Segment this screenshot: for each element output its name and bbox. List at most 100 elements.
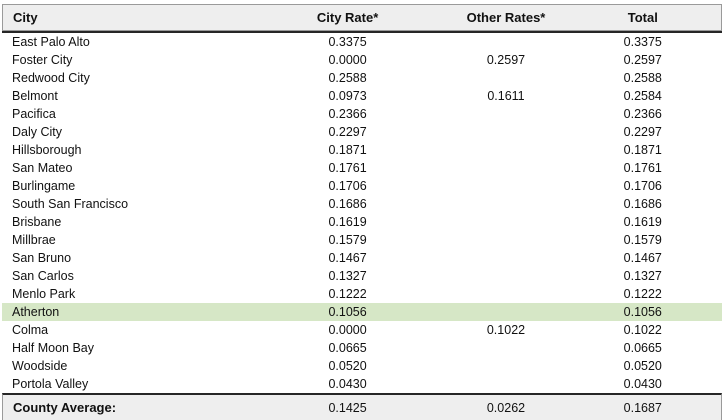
column-header-total: Total <box>595 4 690 31</box>
total-cell: 0.1706 <box>623 179 662 193</box>
total-cell: 0.1467 <box>623 251 662 265</box>
spacer-cell <box>690 177 722 195</box>
table-row: San Bruno 0.1467 0.1467 <box>2 249 722 267</box>
total-cell: 0.1327 <box>623 269 662 283</box>
county-average-other-rates: 0.0262 <box>415 393 596 420</box>
column-header-city: City <box>2 4 280 31</box>
total-cell: 0.1579 <box>623 233 662 247</box>
other-rates-cell <box>416 231 596 249</box>
other-rates-cell <box>416 375 596 393</box>
total-cell: 0.2366 <box>623 107 662 121</box>
city-cell: Portola Valley <box>12 377 89 391</box>
total-cell: 0.1022 <box>623 323 662 337</box>
city-cell: Hillsborough <box>12 143 82 157</box>
county-average-city-rate: 0.1425 <box>279 393 416 420</box>
table-row: Burlingame 0.1706 0.1706 <box>2 177 722 195</box>
table-row: Redwood City 0.2588 0.2588 <box>2 69 722 87</box>
city-rate-cell: 0.1222 <box>328 287 367 301</box>
table-row: Atherton 0.1056 0.1056 <box>2 303 722 321</box>
city-cell: San Carlos <box>12 269 74 283</box>
total-cell: 0.0520 <box>623 359 662 373</box>
table-footer: County Average: 0.1425 0.0262 0.1687 <box>2 393 722 420</box>
table-row: Colma 0.0000 0.1022 0.1022 <box>2 321 722 339</box>
table-row: Pacifica 0.2366 0.2366 <box>2 105 722 123</box>
city-rate-cell: 0.0665 <box>328 341 367 355</box>
city-cell: Daly City <box>12 125 63 139</box>
county-average-total: 0.1687 <box>595 393 690 420</box>
total-cell: 0.1222 <box>623 287 662 301</box>
spacer-cell <box>690 195 722 213</box>
spacer-cell <box>690 321 722 339</box>
other-rates-cell <box>416 141 596 159</box>
other-rates-cell <box>416 285 596 303</box>
spacer-cell <box>690 249 722 267</box>
other-rates-cell <box>416 123 596 141</box>
table-header: City City Rate* Other Rates* Total <box>2 4 722 31</box>
other-rates-cell <box>416 249 596 267</box>
city-cell: Belmont <box>12 89 58 103</box>
city-cell: Colma <box>12 323 49 337</box>
other-rates-cell <box>416 357 596 375</box>
county-average-row: County Average: 0.1425 0.0262 0.1687 <box>2 393 722 420</box>
column-header-city-rate: City Rate* <box>279 4 416 31</box>
county-average-label: County Average: <box>2 393 280 420</box>
table-row: Portola Valley 0.0430 0.0430 <box>2 375 722 393</box>
table-row: Hillsborough 0.1871 0.1871 <box>2 141 722 159</box>
city-cell: San Bruno <box>12 251 72 265</box>
table-row: Menlo Park 0.1222 0.1222 <box>2 285 722 303</box>
total-cell: 0.1056 <box>595 303 690 321</box>
total-cell: 0.1686 <box>623 197 662 211</box>
spacer-cell <box>690 69 722 87</box>
other-rates-cell <box>416 177 596 195</box>
table-row: Millbrae 0.1579 0.1579 <box>2 231 722 249</box>
total-cell: 0.2584 <box>623 89 662 103</box>
city-cell: Foster City <box>12 53 73 67</box>
spacer-cell <box>690 141 722 159</box>
table-row: San Carlos 0.1327 0.1327 <box>2 267 722 285</box>
spacer-cell <box>690 357 722 375</box>
city-rate-cell: 0.0000 <box>328 53 367 67</box>
spacer-cell <box>690 87 722 105</box>
city-cell: Atherton <box>2 303 280 321</box>
table-row: Foster City 0.0000 0.2597 0.2597 <box>2 51 722 69</box>
spacer-cell <box>689 393 722 420</box>
city-rate-cell: 0.0430 <box>328 377 367 391</box>
total-cell: 0.3375 <box>595 31 690 51</box>
total-cell: 0.1761 <box>623 161 662 175</box>
table-row: Woodside 0.0520 0.0520 <box>2 357 722 375</box>
city-rate-cell: 0.1706 <box>328 179 367 193</box>
table-row: East Palo Alto 0.3375 0.3375 <box>2 31 722 51</box>
city-rate-cell: 0.1619 <box>328 215 367 229</box>
other-rates-cell: 0.2597 <box>486 53 526 67</box>
spacer-cell <box>689 31 722 51</box>
city-cell: South San Francisco <box>12 197 129 211</box>
other-rates-cell <box>416 105 596 123</box>
city-cell: Redwood City <box>12 71 90 85</box>
spacer-cell <box>690 105 722 123</box>
header-row: City City Rate* Other Rates* Total <box>2 4 722 31</box>
other-rates-cell <box>416 267 596 285</box>
spacer-cell <box>689 303 722 321</box>
rates-table: City City Rate* Other Rates* Total East … <box>2 4 722 420</box>
total-cell: 0.1871 <box>623 143 662 157</box>
city-cell: Brisbane <box>12 215 62 229</box>
spacer-cell <box>690 213 722 231</box>
other-rates-cell <box>415 31 596 51</box>
table-row: Brisbane 0.1619 0.1619 <box>2 213 722 231</box>
table-row: San Mateo 0.1761 0.1761 <box>2 159 722 177</box>
city-cell: Millbrae <box>12 233 56 247</box>
total-cell: 0.2588 <box>623 71 662 85</box>
spacer-cell <box>690 267 722 285</box>
table-row: Belmont 0.0973 0.1611 0.2584 <box>2 87 722 105</box>
table-row: Half Moon Bay 0.0665 0.0665 <box>2 339 722 357</box>
other-rates-cell: 0.1022 <box>486 323 526 337</box>
total-cell: 0.0665 <box>623 341 662 355</box>
city-rate-cell: 0.1327 <box>328 269 367 283</box>
total-cell: 0.0430 <box>623 377 662 391</box>
other-rates-cell <box>416 69 596 87</box>
city-rate-cell: 0.1761 <box>328 161 367 175</box>
city-cell: Half Moon Bay <box>12 341 94 355</box>
city-rate-cell: 0.1056 <box>279 303 416 321</box>
city-rate-cell: 0.2366 <box>328 107 367 121</box>
